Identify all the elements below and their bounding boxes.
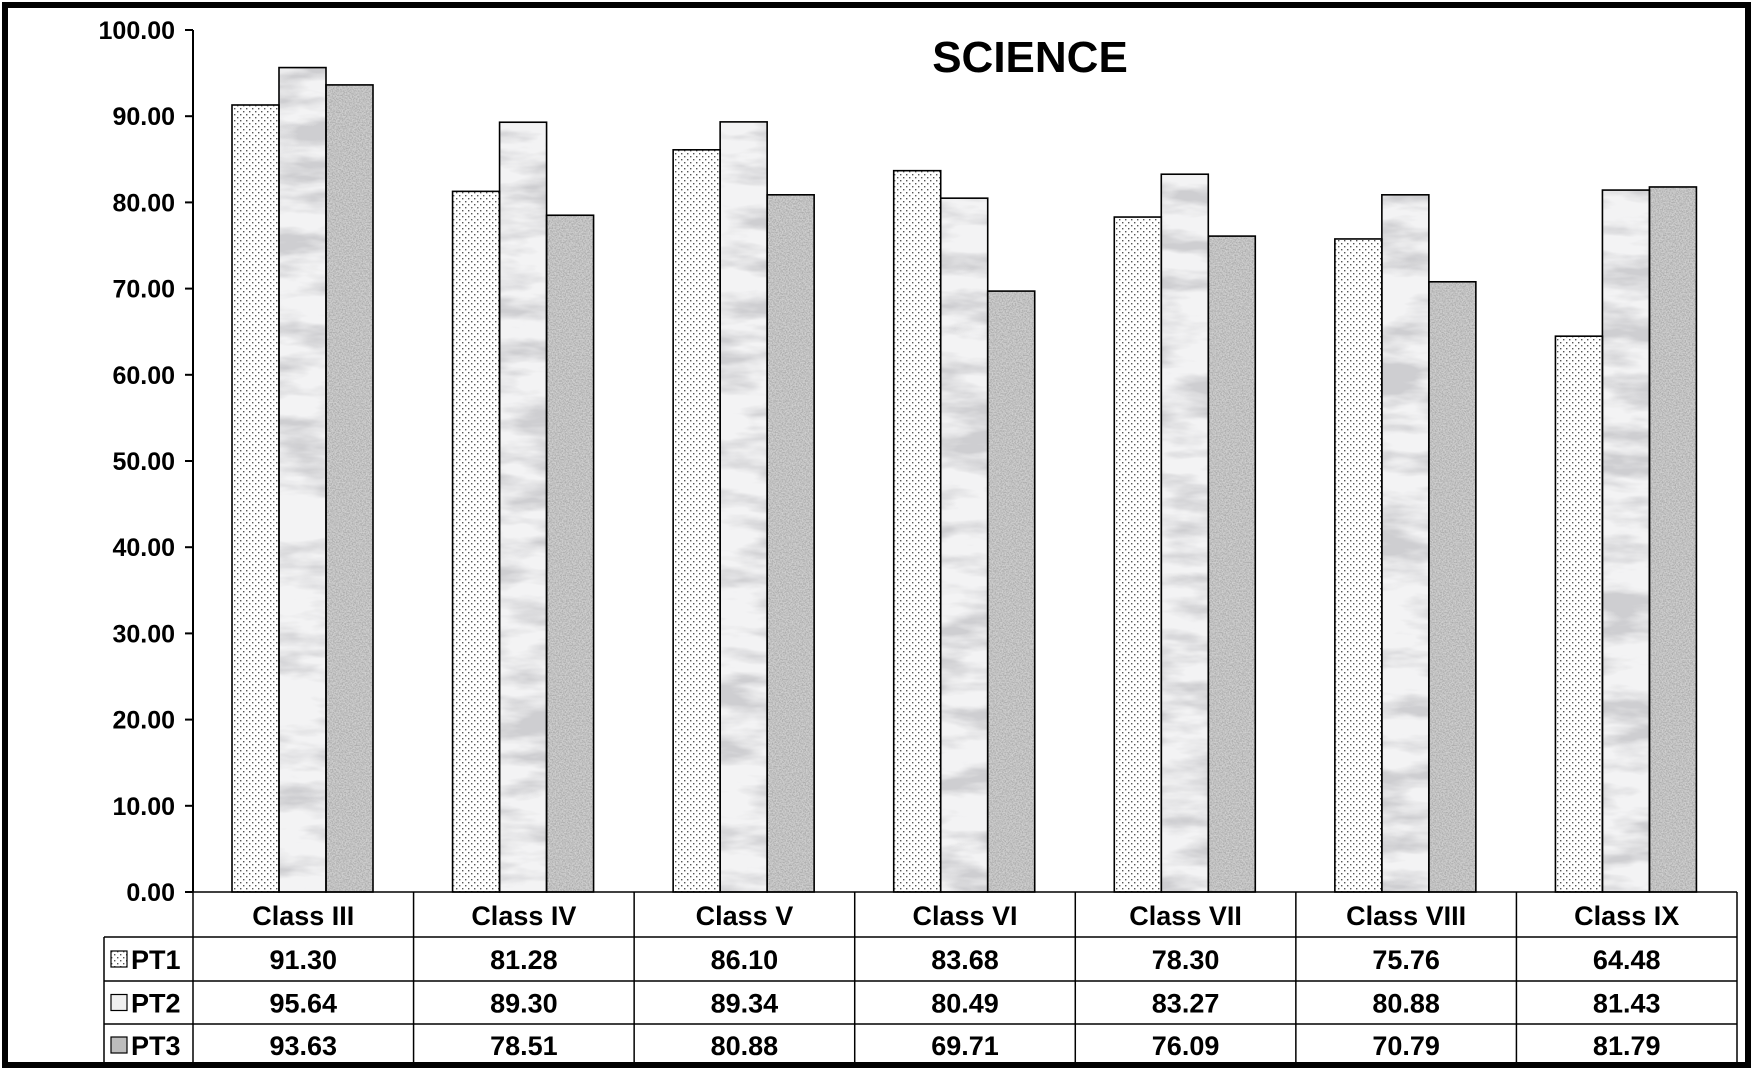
legend-label-pt3: PT3	[131, 1031, 181, 1061]
y-tick-label: 30.00	[112, 620, 175, 648]
data-label-pt2-class-ix: 81.43	[1593, 989, 1661, 1019]
data-label-pt3-class-viii: 70.79	[1372, 1031, 1440, 1061]
y-axis: 0.00 10.00 20.00 30.00 40.00 50.00 60.00 70.00 8…	[99, 17, 194, 907]
data-label-pt3-class-iii: 93.63	[269, 1031, 337, 1061]
bar-pt1-class-ix	[1554, 335, 1604, 893]
y-tick-label: 80.00	[112, 189, 175, 217]
y-tick-label: 10.00	[112, 793, 175, 821]
data-label-pt1-class-v: 86.10	[711, 945, 779, 975]
bar-pt1-class-viii	[1334, 238, 1383, 893]
y-tick-label: 90.00	[112, 103, 175, 131]
data-label-pt1-class-ix: 64.48	[1593, 945, 1661, 975]
bar-pt1-class-v	[672, 149, 721, 893]
data-label-pt2-class-v: 89.34	[711, 989, 779, 1019]
y-tick-label: 0.00	[126, 879, 175, 907]
category-label-class-v: Class V	[696, 901, 794, 931]
texture-layer	[279, 67, 1697, 892]
legend-swatch-pt2	[110, 993, 128, 1012]
bars-layer	[231, 66, 1698, 893]
bar-pt1-class-iii	[231, 104, 280, 893]
y-tick-label: 100.00	[99, 17, 175, 45]
data-label-pt2-class-iv: 89.30	[490, 989, 558, 1019]
chart-svg: SCIENCE 0.00 10.00 20.00 30.00 40.00 50.00 60.…	[99, 17, 1738, 1066]
y-tick-label: 40.00	[112, 534, 175, 562]
data-label-pt1-class-iii: 91.30	[269, 945, 337, 975]
data-label-pt2-class-viii: 80.88	[1372, 989, 1440, 1019]
bar-pt1-class-vi	[892, 169, 942, 893]
legend-label-pt2: PT2	[131, 989, 181, 1019]
data-label-pt2-class-vi: 80.49	[931, 989, 999, 1019]
data-label-pt1-class-vi: 83.68	[931, 945, 999, 975]
legend-label-pt1: PT1	[131, 945, 181, 975]
y-tick-label: 20.00	[112, 707, 175, 735]
category-label-class-vii: Class VII	[1129, 901, 1242, 931]
data-label-pt1-class-iv: 81.28	[490, 945, 558, 975]
data-table: Class III Class IV Class V Class VI Class VI…	[103, 891, 1738, 1066]
bar-pt1-class-iv	[451, 190, 501, 893]
y-tick-label: 60.00	[112, 362, 175, 390]
legend-swatch-pt1	[110, 950, 128, 968]
data-label-pt2-class-iii: 95.64	[269, 989, 337, 1019]
data-label-pt3-class-vi: 69.71	[931, 1031, 999, 1061]
data-label-pt3-class-v: 80.88	[711, 1031, 779, 1061]
chart-title: SCIENCE	[932, 33, 1128, 82]
data-label-pt1-class-vii: 78.30	[1152, 945, 1220, 975]
data-label-pt3-class-ix: 81.79	[1593, 1031, 1661, 1061]
category-label-class-viii: Class VIII	[1346, 901, 1466, 931]
category-label-class-iv: Class IV	[471, 901, 576, 931]
data-label-pt3-class-iv: 78.51	[490, 1031, 558, 1061]
category-label-class-iii: Class III	[252, 901, 354, 931]
data-label-pt2-class-vii: 83.27	[1152, 989, 1220, 1019]
category-label-class-vi: Class VI	[912, 901, 1017, 931]
y-tick-label: 50.00	[112, 448, 175, 476]
bar-pt1-class-vii	[1113, 216, 1163, 893]
category-label-class-ix: Class IX	[1574, 901, 1679, 931]
y-tick-label: 70.00	[112, 276, 175, 304]
data-label-pt1-class-viii: 75.76	[1372, 945, 1440, 975]
data-label-pt3-class-vii: 76.09	[1152, 1031, 1220, 1061]
legend-swatch-pt3	[110, 1036, 128, 1054]
